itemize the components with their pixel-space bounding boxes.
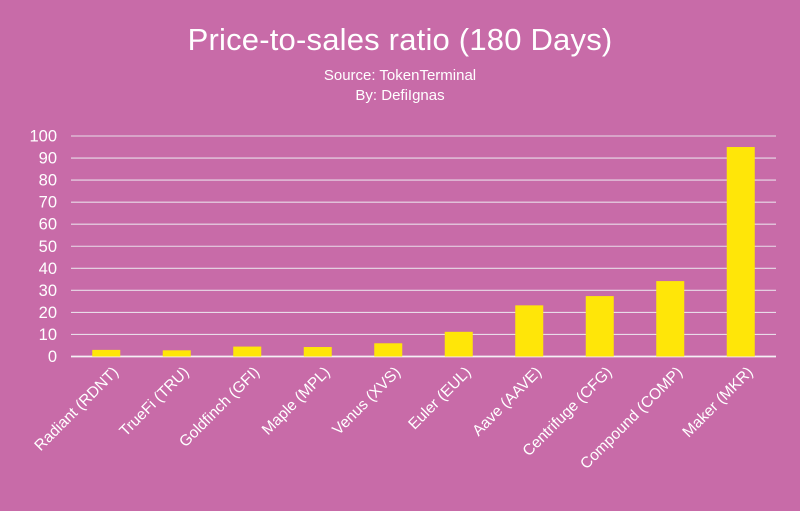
y-tick-label-90: 90 <box>39 150 57 168</box>
y-tick-label-50: 50 <box>39 238 57 256</box>
bar-truefi <box>162 350 191 357</box>
y-tick-label-70: 70 <box>39 194 57 212</box>
y-tick-label-20: 20 <box>39 304 57 322</box>
x-tick-label-truefi: TrueFi (TRU) <box>116 364 192 440</box>
y-tick-label-80: 80 <box>39 172 57 190</box>
bar-radiant <box>92 349 121 357</box>
bar-maker <box>726 147 755 357</box>
x-tick-label-venus: Venus (XVS) <box>329 364 404 439</box>
y-tick-label-100: 100 <box>29 128 57 146</box>
x-tick-label-maple: Maple (MPL) <box>259 364 334 439</box>
bar-compound <box>656 281 685 357</box>
bar-goldfinch <box>233 346 262 357</box>
bar-venus <box>374 343 403 357</box>
y-tick-label-30: 30 <box>39 282 57 300</box>
y-tick-label-60: 60 <box>39 216 57 234</box>
bar-euler <box>444 331 473 357</box>
x-tick-label-euler: Euler (EUL) <box>405 364 474 433</box>
bar-centrifuge <box>585 296 614 357</box>
y-tick-label-40: 40 <box>39 260 57 278</box>
bar-maple <box>303 347 332 357</box>
x-tick-label-radiant: Radiant (RDNT) <box>31 364 122 455</box>
y-tick-label-0: 0 <box>48 348 57 366</box>
x-tick-label-aave: Aave (AAVE) <box>469 364 545 440</box>
x-tick-label-maker: Maker (MKR) <box>679 364 756 441</box>
y-tick-label-10: 10 <box>39 326 57 344</box>
bar-aave <box>515 305 544 357</box>
